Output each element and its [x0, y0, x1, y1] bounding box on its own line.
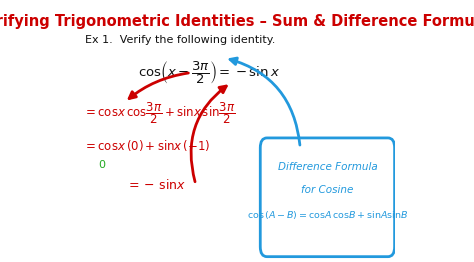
Text: $0$: $0$ [98, 158, 106, 170]
Text: Difference Formula: Difference Formula [278, 162, 377, 172]
Text: $\cos\!\left(x - \dfrac{3\pi}{2}\right) = -\sin x$: $\cos\!\left(x - \dfrac{3\pi}{2}\right) … [138, 59, 280, 86]
Text: Ex 1.  Verify the following identity.: Ex 1. Verify the following identity. [85, 35, 275, 45]
Text: Verifying Trigonometric Identities – Sum & Difference Formulas: Verifying Trigonometric Identities – Sum… [0, 14, 474, 29]
Text: $\mathrm{cos}\,(A-B) = \mathrm{cos}A\,\mathrm{cos}B + \mathrm{sin}A\mathrm{sin}B: $\mathrm{cos}\,(A-B) = \mathrm{cos}A\,\m… [247, 209, 408, 221]
Text: $= \mathrm{cos}x\,\mathrm{cos}\dfrac{3\pi}{2} + \mathrm{sin}x\,\mathrm{sin}\dfra: $= \mathrm{cos}x\,\mathrm{cos}\dfrac{3\p… [83, 100, 235, 126]
Text: $= -\,\mathrm{sin}x$: $= -\,\mathrm{sin}x$ [126, 177, 186, 192]
FancyBboxPatch shape [260, 138, 394, 257]
Text: $= \mathrm{cos}x\,(0) + \mathrm{sin}x\,(-1)$: $= \mathrm{cos}x\,(0) + \mathrm{sin}x\,(… [83, 138, 210, 153]
Text: for Cosine: for Cosine [301, 185, 354, 195]
